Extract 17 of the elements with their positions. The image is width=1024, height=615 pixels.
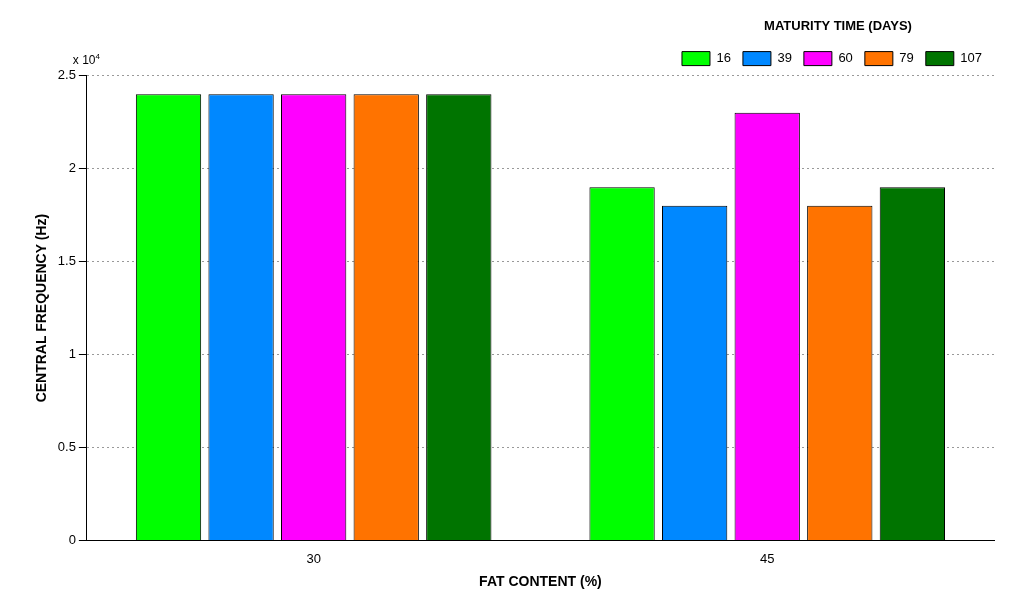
- legend-label: 79: [899, 50, 914, 66]
- legend-label: 60: [838, 50, 853, 66]
- x-tick-label: 45: [759, 550, 775, 566]
- y-tick-label: 1: [68, 346, 76, 362]
- y-tick-label: 2.5: [57, 67, 76, 83]
- y-tick-label: 1.5: [57, 253, 76, 269]
- text: x 10$^{4}$: [72, 51, 100, 67]
- legend-label: 107: [960, 50, 983, 66]
- x-axis-title: FAT CONTENT (%): [479, 573, 602, 590]
- legend-title: MATURITY TIME (DAYS): [764, 18, 912, 34]
- x-tick-label: 30: [306, 550, 321, 566]
- y-tick-label: 2: [68, 160, 76, 176]
- y-tick-label: 0.5: [57, 439, 76, 455]
- legend-label: 16: [716, 50, 731, 66]
- legend-label: 39: [777, 50, 792, 66]
- y-axis-title: CENTRAL FREQUENCY (Hz): [33, 213, 50, 403]
- y-tick-label: 0: [68, 532, 76, 548]
